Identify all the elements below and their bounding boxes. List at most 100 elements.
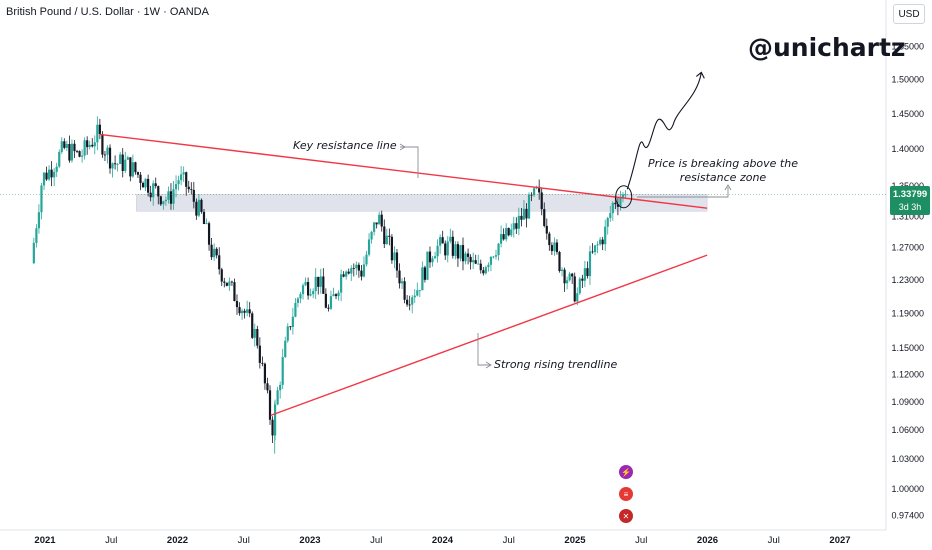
candle-body	[487, 264, 490, 268]
resistance-annotation-connector	[400, 146, 419, 178]
candle-body	[40, 185, 43, 213]
candle-body	[416, 290, 419, 296]
uk-flag-icon[interactable]: ✕	[619, 509, 633, 523]
candle-body	[517, 215, 520, 229]
candle-body	[327, 307, 330, 309]
candle-body	[98, 124, 101, 135]
candle-body	[261, 362, 264, 364]
time-tick-label: Jul	[635, 535, 647, 546]
candle-body	[233, 282, 236, 302]
candle-body	[345, 271, 348, 277]
time-tick-label: 2024	[432, 535, 454, 546]
price-tick-label: 1.03000	[891, 454, 924, 464]
candle-body	[408, 304, 411, 306]
candle-body	[149, 192, 152, 198]
breakout-line-2: resistance zone	[679, 171, 767, 184]
current-price-label[interactable]: 1.33799 3d 3h	[890, 186, 930, 215]
candle-body	[68, 143, 71, 161]
candle-body	[180, 174, 183, 181]
candle-body	[568, 273, 571, 281]
candle-body	[291, 316, 294, 328]
candle-body	[616, 204, 619, 207]
candle-body	[197, 199, 201, 216]
candle-body	[246, 309, 249, 313]
candle-body	[126, 157, 129, 160]
candle-body	[238, 307, 241, 314]
projection-path	[626, 72, 702, 190]
candle-body	[240, 310, 244, 314]
candle-body	[411, 297, 414, 305]
time-tick-label: Jul	[370, 535, 382, 546]
candle-body	[558, 251, 561, 271]
price-tick-label: 1.06000	[891, 425, 924, 435]
candle-body	[108, 147, 112, 169]
candle-body	[96, 124, 99, 143]
candle-body	[479, 263, 482, 271]
price-axis	[886, 0, 932, 530]
price-tick-label: 1.12000	[891, 370, 924, 380]
candle-body	[58, 151, 61, 167]
candle-body	[489, 256, 493, 265]
candle-body	[388, 235, 391, 237]
us-flag-icon[interactable]: ≡	[619, 487, 633, 501]
candle-body	[350, 268, 353, 274]
candle-body	[599, 239, 602, 245]
candle-body	[271, 419, 274, 436]
candle-body	[65, 143, 68, 148]
candle-body	[385, 235, 388, 245]
candle-body	[299, 294, 302, 299]
candle-body	[129, 157, 132, 177]
candle-body	[91, 144, 94, 147]
lightning-icon[interactable]: ⚡	[619, 465, 633, 479]
breakout-annotation-arrow	[724, 184, 732, 191]
projection-arrowhead	[695, 71, 705, 79]
time-tick-label: 2021	[34, 535, 56, 546]
chart-title: British Pound / U.S. Dollar · 1W · OANDA	[6, 6, 209, 18]
candle-body	[86, 140, 89, 148]
candle-body	[593, 245, 597, 253]
candle-body	[560, 269, 564, 271]
candle-body	[322, 276, 325, 294]
candle-body	[42, 172, 46, 186]
candles	[32, 116, 627, 454]
candle-body	[286, 326, 289, 341]
candle-body	[606, 218, 609, 227]
currency-button[interactable]: USD	[893, 4, 925, 24]
price-tick-label: 1.45000	[891, 109, 924, 119]
candle-body	[347, 271, 350, 274]
candle-body	[563, 269, 566, 284]
candle-body	[119, 154, 122, 164]
candle-body	[375, 222, 378, 225]
candle-body	[365, 254, 368, 265]
candle-body	[395, 252, 399, 271]
candle-body	[276, 390, 279, 405]
time-tick-label: 2022	[167, 535, 188, 546]
candle-body	[157, 186, 160, 197]
candle-body	[230, 281, 234, 283]
candle-body	[360, 270, 363, 277]
candle-body	[294, 302, 297, 317]
trendlines	[99, 71, 732, 417]
candle-body	[314, 276, 317, 292]
candle-body	[164, 199, 167, 202]
candle-body	[538, 186, 541, 193]
candle-body	[530, 194, 533, 196]
candle-body	[373, 222, 376, 232]
candle-body	[525, 208, 528, 219]
price-tick-label: 1.55000	[891, 42, 924, 52]
candle-body	[202, 211, 206, 224]
candle-body	[53, 171, 56, 178]
candle-body	[520, 215, 523, 220]
candle-body	[301, 285, 305, 295]
candle-body	[609, 213, 612, 219]
candle-body	[466, 253, 470, 257]
candle-body	[370, 231, 373, 240]
price-tick-label: 1.35000	[891, 181, 924, 191]
candle-body	[306, 281, 310, 296]
candle-body	[342, 274, 345, 277]
candle-body	[431, 258, 434, 263]
candle-body	[497, 243, 500, 256]
candle-body	[604, 226, 607, 245]
